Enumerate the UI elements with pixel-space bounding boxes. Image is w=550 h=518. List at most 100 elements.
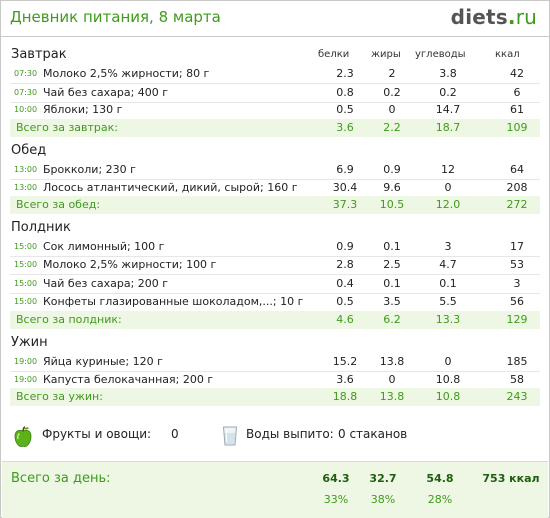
total-fat: 2.2	[383, 121, 401, 134]
food-carbs: 4.7	[439, 258, 457, 271]
food-row[interactable]: 13:00 Лосось атлантический, дикий, сырой…	[10, 179, 540, 198]
food-kcal: 53	[510, 258, 524, 271]
food-fat: 2	[388, 67, 396, 80]
day-kcal: 753 ккал	[482, 472, 540, 485]
food-name: Сок лимонный; 100 г	[43, 240, 165, 253]
meal-total-label: Всего за обед:	[16, 198, 101, 211]
col-protein: белки	[318, 49, 350, 60]
food-time: 15:00	[14, 242, 38, 251]
logo-tld: ru	[515, 5, 537, 29]
food-protein: 0.4	[336, 277, 354, 290]
food-kcal: 58	[510, 373, 524, 386]
food-carbs: 0	[444, 355, 452, 368]
food-time: 13:00	[14, 183, 38, 192]
food-carbs: 14.7	[435, 103, 461, 116]
total-protein: 4.6	[336, 313, 354, 326]
meal-total-label: Всего за полдник:	[16, 313, 122, 326]
total-kcal: 129	[506, 313, 528, 326]
food-fat: 0.9	[383, 163, 401, 176]
total-fat: 10.5	[379, 198, 405, 211]
food-kcal: 17	[510, 240, 524, 253]
food-fat: 3.5	[383, 295, 401, 308]
food-name: Чай без сахара; 200 г	[43, 277, 169, 290]
food-protein: 0.5	[336, 103, 354, 116]
water-label: Воды выпито:	[246, 427, 334, 441]
food-protein: 6.9	[336, 163, 354, 176]
food-protein: 30.4	[332, 181, 358, 194]
food-row[interactable]: 15:00 Чай без сахара; 200 г 0.4 0.1 0.1 …	[10, 275, 540, 294]
food-time: 13:00	[14, 165, 38, 174]
food-row[interactable]: 19:00 Яйца куриные; 120 г 15.2 13.8 0 18…	[10, 353, 540, 372]
total-carbs: 13.3	[435, 313, 461, 326]
logo-name: diets	[450, 5, 508, 29]
day-total-label: Всего за день:	[11, 471, 111, 486]
food-time: 10:00	[14, 105, 38, 114]
food-carbs: 3.8	[439, 67, 457, 80]
food-time: 15:00	[14, 260, 38, 269]
food-kcal: 64	[510, 163, 524, 176]
total-kcal: 243	[506, 390, 528, 403]
food-name: Молоко 2,5% жирности; 80 г	[43, 67, 210, 80]
fruits-value: 0	[171, 427, 179, 441]
water-value: 0 стаканов	[338, 427, 408, 441]
food-name: Капуста белокачанная; 200 г	[43, 373, 214, 386]
food-name: Конфеты глазированные шоколадом,...; 10 …	[43, 295, 304, 308]
food-time: 07:30	[14, 69, 38, 78]
fruits-label: Фрукты и овощи:	[42, 427, 152, 441]
day-fat-pct: 38%	[370, 493, 396, 506]
food-kcal: 56	[510, 295, 524, 308]
food-time: 15:00	[14, 297, 38, 306]
food-row[interactable]: 15:00 Конфеты глазированные шоколадом,..…	[10, 293, 540, 312]
food-carbs: 0	[444, 181, 452, 194]
food-name: Яйца куриные; 120 г	[43, 355, 163, 368]
food-protein: 3.6	[336, 373, 354, 386]
total-kcal: 109	[506, 121, 528, 134]
food-carbs: 0.2	[439, 86, 457, 99]
total-fat: 6.2	[383, 313, 401, 326]
food-fat: 0.1	[383, 240, 401, 253]
food-name: Лосось атлантический, дикий, сырой; 160 …	[43, 181, 298, 194]
food-name: Брокколи; 230 г	[43, 163, 136, 176]
food-row[interactable]: 15:00 Сок лимонный; 100 г 0.9 0.1 3 17	[10, 238, 540, 257]
food-fat: 0	[388, 373, 396, 386]
day-total-panel: Всего за день: 64.3 32.7 54.8 753 ккал 3…	[2, 461, 548, 518]
total-carbs: 10.8	[435, 390, 461, 403]
food-name: Молоко 2,5% жирности; 100 г	[43, 258, 217, 271]
food-kcal: 61	[510, 103, 524, 116]
green-apple-icon	[14, 426, 32, 447]
meal-title-breakfast: Завтрак	[11, 47, 67, 62]
food-protein: 15.2	[332, 355, 358, 368]
site-logo[interactable]: diets.ru	[451, 5, 537, 29]
header-divider	[1, 36, 549, 37]
food-carbs: 10.8	[435, 373, 461, 386]
food-row[interactable]: 10:00 Яблоки; 130 г 0.5 0 14.7 61	[10, 101, 540, 120]
food-kcal: 3	[513, 277, 521, 290]
total-protein: 18.8	[332, 390, 358, 403]
food-row[interactable]: 07:30 Чай без сахара; 400 г 0.8 0.2 0.2 …	[10, 84, 540, 103]
food-protein: 0.5	[336, 295, 354, 308]
food-kcal: 208	[506, 181, 528, 194]
col-kcal: ккал	[495, 49, 520, 60]
day-carbs-pct: 28%	[427, 493, 453, 506]
day-carbs: 54.8	[426, 472, 454, 485]
food-row[interactable]: 15:00 Молоко 2,5% жирности; 100 г 2.8 2.…	[10, 256, 540, 275]
food-time: 19:00	[14, 375, 38, 384]
glass-icon	[222, 426, 238, 446]
col-fat: жиры	[371, 49, 401, 60]
food-row[interactable]: 13:00 Брокколи; 230 г 6.9 0.9 12 64	[10, 161, 540, 180]
meal-total-row: Всего за завтрак: 3.6 2.2 18.7 109	[10, 119, 540, 137]
food-protein: 0.9	[336, 240, 354, 253]
total-kcal: 272	[506, 198, 528, 211]
total-fat: 13.8	[379, 390, 405, 403]
food-time: 15:00	[14, 279, 38, 288]
total-carbs: 12.0	[435, 198, 461, 211]
meal-total-label: Всего за завтрак:	[16, 121, 119, 134]
food-name: Яблоки; 130 г	[43, 103, 123, 116]
meal-title-dinner: Ужин	[11, 335, 48, 350]
day-protein: 64.3	[322, 472, 350, 485]
food-row[interactable]: 07:30 Молоко 2,5% жирности; 80 г 2.3 2 3…	[10, 65, 540, 84]
day-fat: 32.7	[369, 472, 397, 485]
meal-total-row: Всего за ужин: 18.8 13.8 10.8 243	[10, 388, 540, 406]
food-fat: 0	[388, 103, 396, 116]
